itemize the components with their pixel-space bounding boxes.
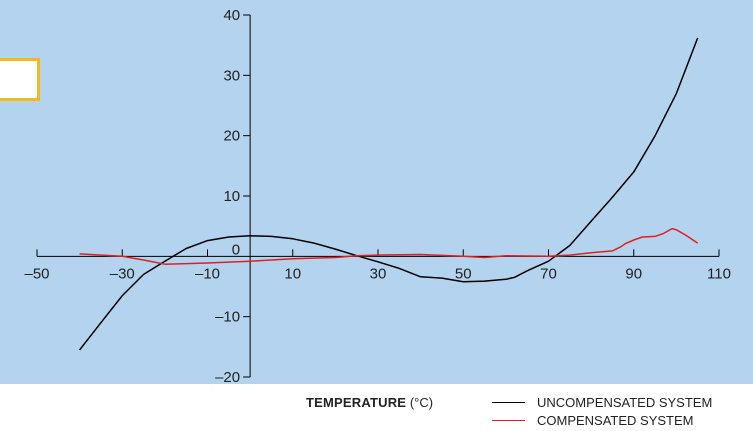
series-line-1 <box>79 227 699 265</box>
y-tick-label: –20 <box>215 369 240 386</box>
y-tick-label: –10 <box>215 309 240 326</box>
x-tick-label: 110 <box>707 265 731 282</box>
x-tick-label: 30 <box>370 265 387 282</box>
x-tick-label: –10 <box>195 265 220 282</box>
line-chart: –50 –30 –10 10 30 50 70 90 110 –20 –10 0 10 20 30 40 <box>24 7 730 386</box>
x-tick-label: 50 <box>455 265 472 282</box>
legend-label-compensated: COMPENSATED SYSTEM <box>537 413 694 428</box>
legend-item-compensated: COMPENSATED SYSTEM <box>492 413 694 428</box>
y-tick-label: 40 <box>223 7 240 24</box>
y-tick-label: 10 <box>223 188 240 205</box>
legend-swatch-uncompensated <box>492 402 525 403</box>
callout-box <box>0 58 40 101</box>
legend-swatch-compensated <box>492 420 525 421</box>
x-axis-unit: (°C) <box>409 395 434 410</box>
legend-label-uncompensated: UNCOMPENSATED SYSTEM <box>537 395 713 410</box>
series-lines <box>79 37 699 351</box>
x-axis-label: TEMPERATURE (°C) <box>306 395 433 410</box>
x-axis-title: TEMPERATURE <box>306 395 407 410</box>
plot-panel <box>0 0 753 384</box>
legend-item-uncompensated: UNCOMPENSATED SYSTEM <box>492 395 712 410</box>
x-tick-label: 10 <box>284 265 301 282</box>
x-tick-label: –50 <box>24 265 49 282</box>
x-tick-label: –30 <box>110 265 135 282</box>
x-tick-label: 70 <box>540 265 557 282</box>
series-line-0 <box>79 37 699 351</box>
axes: –50 –30 –10 10 30 50 70 90 110 –20 –10 0 10 20 30 40 <box>24 7 730 386</box>
x-tick-label: 90 <box>625 265 642 282</box>
y-tick-label: 30 <box>223 67 240 84</box>
y-tick-label: 20 <box>223 128 240 145</box>
y-tick-label: 0 <box>232 241 240 258</box>
